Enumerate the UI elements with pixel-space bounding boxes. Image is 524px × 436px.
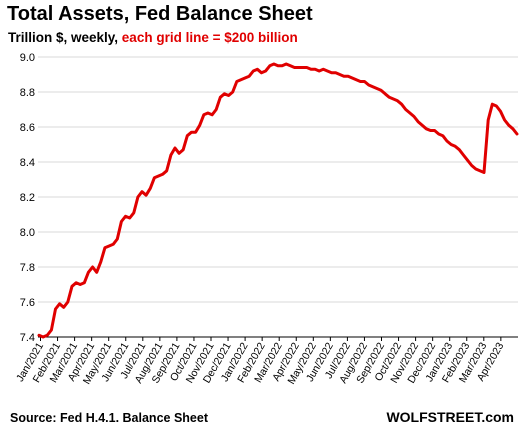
y-tick-label: 8.0 [20,227,35,239]
y-tick-label: 7.4 [20,332,35,344]
series-layer [37,62,519,339]
subtitle-highlight: each grid line = $200 billion [121,30,298,45]
y-tick-label: 8.8 [20,87,35,99]
series-line-total-assets [37,62,519,339]
y-tick-label: 7.8 [20,262,35,274]
chart-subtitle: Trillion $, weekly, each grid line = $20… [8,30,298,45]
source-note: Source: Fed H.4.1. Balance Sheet [10,411,208,425]
y-tick-label: 9.0 [20,52,35,64]
y-tick-label: 7.6 [20,297,35,309]
y-tick-label: 8.2 [20,192,35,204]
y-tick-label: 8.4 [20,157,35,169]
x-axis: Jan/2021Feb/2021Mar/2021Apr/2021May/2021… [14,336,518,386]
grid-lines [38,56,518,338]
chart-title: Total Assets, Fed Balance Sheet [7,3,313,25]
brand-logo-text: WOLFSTREET.com [386,409,514,425]
y-tick-label: 8.6 [20,122,35,134]
subtitle-main: Trillion $, weekly, [8,30,122,45]
y-axis: 7.4 7.6 7.8 8.0 8.2 8.4 8.6 8.8 9.0 [20,52,35,344]
